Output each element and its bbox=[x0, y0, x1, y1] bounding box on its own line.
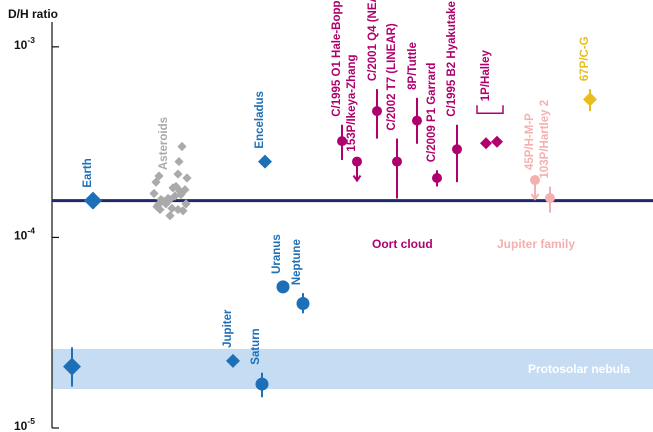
saturn-label: Saturn bbox=[250, 328, 262, 364]
c-1995-o1-hale-bopp-label: C/1995 O1 Hale-Bopp bbox=[331, 0, 343, 116]
67p-c-g-label: 67P/C-G bbox=[579, 36, 591, 81]
asteroid-point bbox=[182, 173, 192, 183]
enceladus-label: Enceladus bbox=[254, 91, 266, 149]
y-tick-label: 10-5 bbox=[14, 416, 35, 432]
uranus-marker bbox=[276, 280, 290, 294]
asteroid-point bbox=[154, 171, 164, 181]
c-2009-p1-garrard-label: C/2009 P1 Garrard bbox=[426, 63, 438, 163]
uranus-label: Uranus bbox=[271, 234, 283, 274]
earth-label: Earth bbox=[82, 158, 94, 187]
data-points bbox=[63, 89, 597, 398]
asteroid-point bbox=[152, 202, 162, 212]
67p-c-g-marker bbox=[583, 92, 597, 107]
1p-halley-bracket bbox=[476, 105, 504, 114]
asteroid-point bbox=[173, 169, 183, 179]
saturn-marker bbox=[255, 377, 269, 391]
protosolar-band bbox=[52, 348, 653, 390]
protosolar-band-label: Protosolar nebula bbox=[528, 362, 630, 376]
45p-h-m-p-marker bbox=[530, 175, 540, 186]
1p-halley-label: 1P/Halley bbox=[480, 49, 492, 101]
c-2002-t7-linear-marker bbox=[392, 156, 402, 167]
neptune-marker bbox=[296, 297, 310, 311]
1p-halley-marker bbox=[480, 137, 492, 150]
8p-tuttle-label: 8P/Tuttle bbox=[407, 42, 419, 90]
asteroid-point bbox=[156, 194, 166, 205]
c-2001-q4-neat-label: C/2001 Q4 (NEAT) bbox=[367, 0, 379, 81]
asteroid-point bbox=[149, 188, 159, 199]
asteroids-label: Asteroids bbox=[158, 117, 170, 170]
asteroid-point bbox=[181, 199, 191, 209]
group-label-oort-cloud: Oort cloud bbox=[372, 237, 433, 251]
point-labels: Asteroids Earth Jupiter Saturn Enceladus Uran… bbox=[82, 0, 591, 365]
153p-ikeya-zhang-label: 153P/Ikeya-Zhang bbox=[346, 54, 358, 151]
jupiter-label: Jupiter bbox=[222, 309, 234, 348]
c-2009-p1-garrard-marker bbox=[432, 173, 442, 184]
c-2002-t7-linear-label: C/2002 T7 (LINEAR) bbox=[386, 23, 398, 131]
protosolar-band-group: Protosolar nebula bbox=[52, 348, 653, 390]
earth-marker bbox=[84, 191, 102, 210]
point-marker bbox=[63, 357, 81, 376]
y-axis-title: D/H ratio bbox=[8, 7, 58, 21]
c-2001-q4-neat-marker bbox=[372, 106, 382, 117]
1p-halley-marker bbox=[491, 135, 503, 148]
45p-h-m-p-label: 45P/H-M-P bbox=[524, 113, 536, 170]
103p-hartley-2-label: 103P/Hartley 2 bbox=[539, 100, 551, 179]
neptune-label: Neptune bbox=[291, 239, 303, 285]
45p-h-m-p-limit-arrow-head bbox=[530, 193, 540, 201]
y-tick-label: 10-4 bbox=[14, 225, 35, 242]
103p-hartley-2-marker bbox=[545, 193, 555, 204]
c-1995-o1-hale-bopp-marker bbox=[337, 136, 347, 147]
153p-ikeya-zhang-marker bbox=[352, 156, 362, 167]
asteroid-point bbox=[168, 183, 178, 193]
asteroid-point bbox=[167, 203, 177, 213]
group-label-jupiter-family: Jupiter family bbox=[497, 237, 575, 251]
y-axis: 10-3 10-4 10-5 bbox=[14, 22, 59, 432]
asteroid-point bbox=[173, 204, 183, 215]
enceladus-marker bbox=[258, 154, 272, 169]
asteroid-point bbox=[174, 156, 184, 167]
c-1995-b2-hyakutake-marker bbox=[452, 144, 462, 155]
c-1995-b2-hyakutake-label: C/1995 B2 Hyakutake bbox=[446, 1, 458, 117]
asteroid-point bbox=[165, 211, 175, 221]
asteroid-point bbox=[180, 185, 190, 195]
asteroid-point bbox=[177, 141, 187, 152]
153p-ikeya-zhang-limit-arrow-head bbox=[352, 175, 362, 183]
asteroid-point bbox=[161, 199, 171, 209]
jupiter-marker bbox=[226, 353, 240, 368]
8p-tuttle-marker bbox=[412, 115, 422, 126]
y-tick-label: 10-3 bbox=[14, 35, 35, 52]
